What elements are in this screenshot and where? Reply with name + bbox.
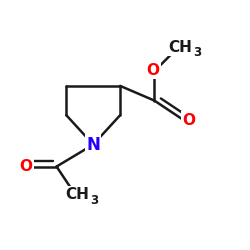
Text: O: O — [146, 63, 160, 78]
Text: CH: CH — [168, 40, 192, 56]
Text: 3: 3 — [90, 194, 98, 207]
Text: CH: CH — [66, 187, 89, 202]
Text: O: O — [182, 112, 196, 128]
Text: 3: 3 — [193, 46, 201, 60]
Text: N: N — [86, 136, 100, 154]
Text: O: O — [20, 159, 32, 174]
